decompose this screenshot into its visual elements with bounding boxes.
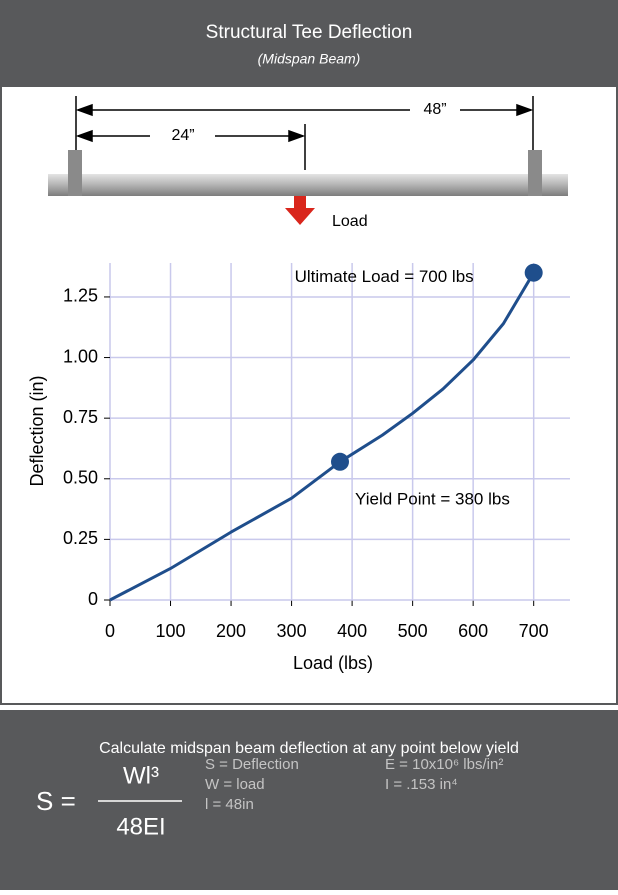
y-axis-label: Deflection (in) [27, 375, 47, 486]
beam [48, 174, 568, 196]
definition: S = Deflection [205, 756, 299, 773]
formula-denominator: 48EI [116, 813, 165, 840]
dimension-label: 24” [171, 127, 194, 144]
support [528, 150, 542, 196]
title: Structural Tee Deflection [206, 22, 413, 43]
support [68, 150, 82, 196]
dimension-label: 48” [423, 101, 446, 118]
x-tick-label: 500 [398, 621, 428, 641]
y-tick-label: 0 [88, 589, 98, 609]
x-tick-label: 300 [277, 621, 307, 641]
y-tick-label: 1.00 [63, 346, 98, 366]
header-bg [0, 0, 618, 86]
annotation: Ultimate Load = 700 lbs [295, 267, 474, 286]
y-tick-label: 0.50 [63, 468, 98, 488]
highlight-point [524, 263, 543, 282]
formula-numerator: Wl³ [123, 762, 159, 789]
x-tick-label: 100 [156, 621, 186, 641]
x-tick-label: 200 [216, 621, 246, 641]
definition: l = 48in [205, 796, 254, 813]
definition: E = 10x10⁶ lbs/in² [385, 756, 503, 773]
x-tick-label: 400 [337, 621, 367, 641]
x-axis-label: Load (lbs) [293, 653, 373, 673]
annotation: Yield Point = 380 lbs [355, 489, 510, 508]
x-tick-label: 600 [458, 621, 488, 641]
load-label: Load [332, 213, 368, 230]
formula-intro: Calculate midspan beam deflection at any… [99, 740, 519, 757]
formula-bg [0, 710, 618, 890]
subtitle: (Midspan Beam) [258, 51, 361, 67]
y-tick-label: 0.25 [63, 528, 98, 548]
formula-lhs: S = [36, 786, 76, 816]
highlight-point [331, 452, 349, 471]
beam-diagram [75, 96, 534, 170]
y-tick-label: 0.75 [63, 407, 98, 427]
definition: I = .153 in⁴ [385, 776, 458, 793]
x-tick-label: 0 [105, 621, 115, 641]
x-tick-label: 700 [519, 621, 549, 641]
definition: W = load [205, 776, 265, 793]
y-tick-label: 1.25 [63, 286, 98, 306]
line [109, 271, 535, 602]
load-arrow [285, 196, 315, 225]
